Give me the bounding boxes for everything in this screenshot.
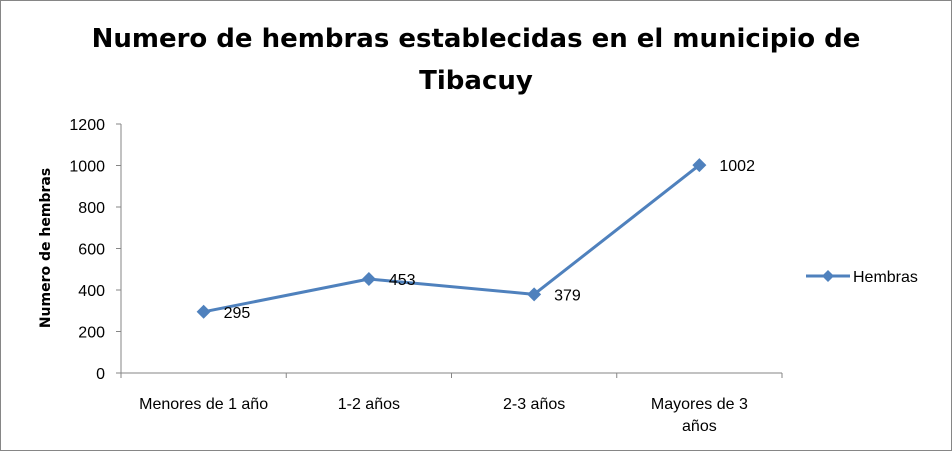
data-point-marker: [196, 304, 211, 319]
x-tick-label: 1-2 años: [338, 396, 400, 413]
y-tick-label: 0: [96, 366, 105, 383]
data-label: 379: [554, 287, 581, 304]
data-label: 453: [389, 272, 416, 289]
y-tick-label: 400: [78, 283, 105, 300]
chart-title: Numero de hembras establecidas en el mun…: [0, 18, 952, 102]
legend-label: Hembras: [853, 269, 918, 286]
y-axis-label: Numero de hembras: [38, 168, 54, 328]
data-point-marker: [692, 158, 707, 173]
y-tick-label: 600: [78, 242, 105, 259]
y-tick-label: 1000: [69, 159, 105, 176]
x-tick-label: 2-3 años: [503, 396, 565, 413]
chart-title-line-1: Numero de hembras establecidas en el mun…: [91, 24, 861, 54]
chart-title-line-2: Tibacuy: [419, 66, 533, 96]
legend-marker: [822, 270, 834, 282]
x-tick-label: Menores de 1 año: [139, 396, 268, 413]
y-tick-label: 1200: [69, 117, 105, 134]
y-tick-label: 200: [78, 325, 105, 342]
series-line: [203, 163, 701, 314]
data-label: 1002: [719, 158, 755, 175]
x-tick-label: Mayores de 3 años: [651, 396, 748, 435]
data-label: 295: [224, 305, 251, 322]
y-tick-label: 800: [78, 200, 105, 217]
data-point-marker: [361, 272, 376, 287]
data-point-marker: [527, 287, 542, 302]
